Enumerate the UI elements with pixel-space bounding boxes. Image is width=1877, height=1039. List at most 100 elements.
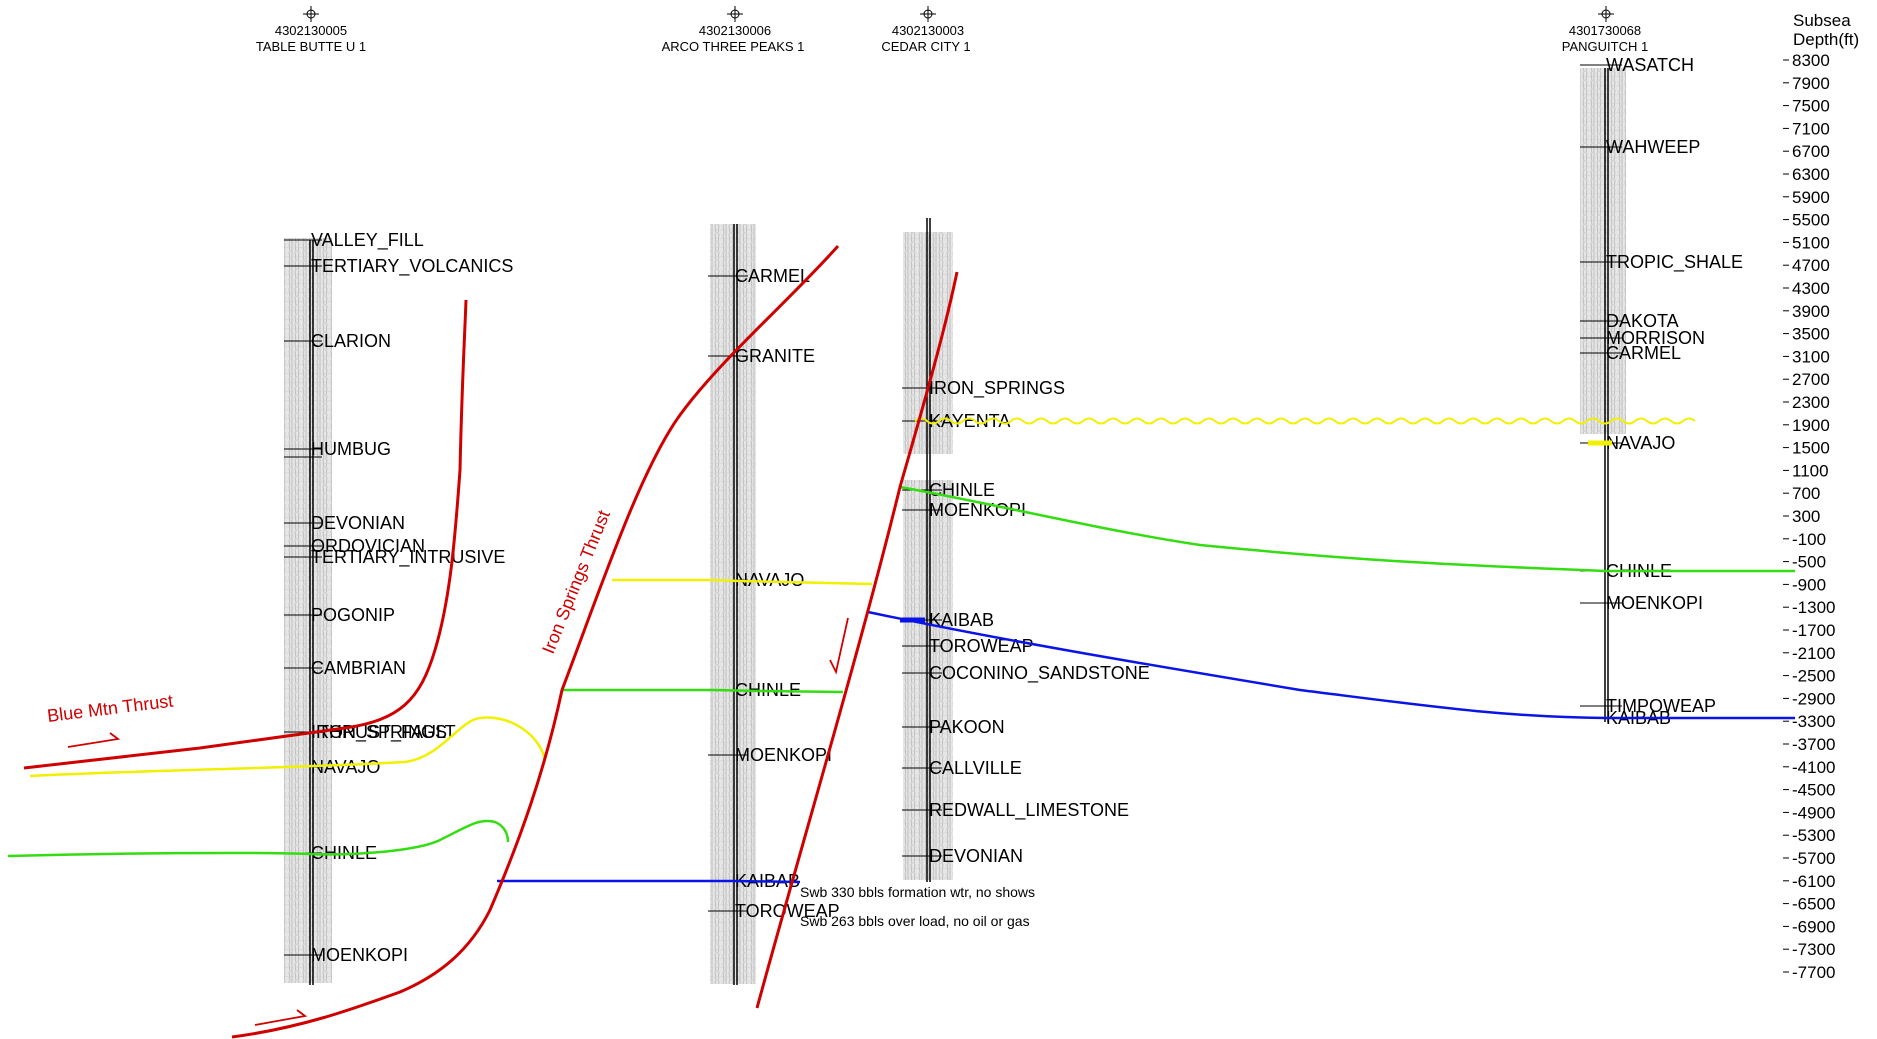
formation-top-label: NAVAJO <box>735 570 804 590</box>
well-api-number: 4302130005 <box>275 23 347 38</box>
well-api-number: 4302130003 <box>892 23 964 38</box>
formation-top-label: CALLVILLE <box>929 758 1022 778</box>
formation-top-label: TERTIARY_INTRUSIVE <box>311 547 505 568</box>
depth-tick-label: 300 <box>1792 507 1820 526</box>
depth-tick-label: -5700 <box>1792 849 1835 868</box>
depth-tick-label: -4100 <box>1792 758 1835 777</box>
formation-top-label: CAMBRIAN <box>311 658 406 678</box>
depth-tick-label: -4500 <box>1792 781 1835 800</box>
formation-top-label: CHINLE <box>311 843 377 863</box>
formation-top-label: DEVONIAN <box>929 846 1023 866</box>
depth-tick-label: 2300 <box>1792 393 1830 412</box>
formation-top-label: HUMBUG <box>311 439 391 459</box>
depth-tick-label: 6300 <box>1792 165 1830 184</box>
depth-tick-label: -7300 <box>1792 940 1835 959</box>
depth-axis-title-line1: Subsea <box>1793 11 1851 30</box>
formation-top-label: GRANITE <box>735 346 815 366</box>
depth-tick-label: 6700 <box>1792 142 1830 161</box>
normal-fault <box>755 271 959 1009</box>
formation-top-label: MORRISON <box>1606 328 1705 348</box>
log-track-arco-three-peaks <box>710 224 756 984</box>
formation-top-label: THRUST_FAULT <box>318 722 456 743</box>
depth-tick-label: -2100 <box>1792 644 1835 663</box>
chinle-horizon-right <box>899 485 1795 573</box>
well-name: PANGUITCH 1 <box>1562 39 1648 54</box>
formation-top-label: MOENKOPI <box>311 945 408 965</box>
well-symbol-icon <box>303 6 319 22</box>
formation-top-label: IRON_SPRINGS <box>929 378 1065 399</box>
well-name: TABLE BUTTE U 1 <box>256 39 366 54</box>
chinle-horizon-left <box>7 819 510 858</box>
formation-labels-panguitch: WASATCH WAHWEEP TROPIC_SHALE DAKOTA MORR… <box>1606 55 1743 728</box>
faults <box>23 245 959 1039</box>
depth-tick-label: 8300 <box>1792 51 1830 70</box>
correlation-horizons <box>7 417 1795 884</box>
depth-tick-label: 4700 <box>1792 256 1830 275</box>
formation-top-label: TOROWEAP <box>735 901 840 921</box>
well-api-number: 4301730068 <box>1569 23 1641 38</box>
formation-top-label: MOENKOPI <box>735 745 832 765</box>
depth-tick-label: 7100 <box>1792 119 1830 138</box>
swab-note-2: Swb 263 bbls over load, no oil or gas <box>800 913 1030 929</box>
formation-top-label: TOROWEAP <box>929 636 1034 656</box>
well-header-cedar-city: 4302130003 CEDAR CITY 1 <box>881 6 971 54</box>
well-header-panguitch: 4301730068 PANGUITCH 1 <box>1562 6 1648 54</box>
depth-tick-label: 1500 <box>1792 439 1830 458</box>
fault-arrows <box>67 617 849 1026</box>
formation-top-label: DEVONIAN <box>311 513 405 533</box>
depth-tick-label: 3900 <box>1792 302 1830 321</box>
well-api-number: 4302130006 <box>699 23 771 38</box>
normal-fault-arrow-icon <box>829 617 849 675</box>
formation-top-label: KAYENTA <box>929 411 1010 431</box>
depth-axis: Subsea Depth(ft) 8300 7900 7500 7100 6700 630… <box>1783 11 1859 982</box>
kaibab-horizon-right <box>867 610 1795 720</box>
depth-tick-label: 700 <box>1792 484 1820 503</box>
depth-tick-label: -6900 <box>1792 917 1835 936</box>
depth-tick-label: -4900 <box>1792 803 1835 822</box>
log-track-panguitch <box>1580 68 1626 434</box>
well-headers: 4302130005 TABLE BUTTE U 1 4302130006 AR… <box>256 6 1648 54</box>
formation-top-label: VALLEY_FILL <box>311 230 424 251</box>
depth-tick-label: -5300 <box>1792 826 1835 845</box>
thrust-arrow-icon <box>67 732 121 748</box>
depth-tick-label: 1100 <box>1792 461 1829 480</box>
formation-top-label: POGONIP <box>311 605 395 625</box>
formation-top-label: NAVAJO <box>1606 433 1675 453</box>
formation-labels-cedar-city: IRON_SPRINGS KAYENTA CHINLE MOENKOPI KAI… <box>929 378 1150 866</box>
formation-labels-table-butte: VALLEY_FILL TERTIARY_VOLCANICS CLARION H… <box>311 230 513 965</box>
depth-tick-label: 4300 <box>1792 279 1830 298</box>
formation-labels-arco: CARMEL GRANITE NAVAJO CHINLE MOENKOPI KA… <box>735 266 840 921</box>
well-symbol-icon <box>1598 6 1614 22</box>
formation-top-label: REDWALL_LIMESTONE <box>929 800 1129 821</box>
well-header-arco-three-peaks: 4302130006 ARCO THREE PEAKS 1 <box>662 6 805 54</box>
formation-top-label: MOENKOPI <box>1606 593 1703 613</box>
iron-springs-thrust-fault <box>231 245 840 1039</box>
formation-top-label: NAVAJO <box>311 757 380 777</box>
depth-tick-label: -6100 <box>1792 872 1835 891</box>
depth-tick-label: -2500 <box>1792 667 1835 686</box>
well-symbol-icon <box>727 6 743 22</box>
log-track-cedar-city-lower <box>903 480 953 880</box>
well-name: ARCO THREE PEAKS 1 <box>662 39 805 54</box>
formation-top-label: COCONINO_SANDSTONE <box>929 663 1150 684</box>
formation-top-label: CHINLE <box>929 480 995 500</box>
formation-top-label: TROPIC_SHALE <box>1606 252 1743 273</box>
depth-tick-label: 3500 <box>1792 325 1830 344</box>
depth-tick-label: -3700 <box>1792 735 1835 754</box>
kaibab-horizon-left <box>497 879 801 884</box>
formation-top-label: TERTIARY_VOLCANICS <box>311 256 513 277</box>
well-symbol-icon <box>920 6 936 22</box>
formation-top-label: TIMPOWEAP <box>1606 696 1716 716</box>
depth-tick-label: -6500 <box>1792 895 1835 914</box>
depth-ticks: 8300 7900 7500 7100 6700 6300 5900 5500 5100 4700… <box>1783 51 1835 982</box>
depth-tick-label: -100 <box>1792 530 1826 549</box>
formation-top-label: CLARION <box>311 331 391 351</box>
chinle-horizon-mid <box>562 688 844 694</box>
depth-tick-label: -3300 <box>1792 712 1835 731</box>
depth-tick-label: -1700 <box>1792 621 1835 640</box>
well-name: CEDAR CITY 1 <box>881 39 970 54</box>
formation-top-label: KAIBAB <box>929 610 994 630</box>
depth-tick-label: 2700 <box>1792 370 1830 389</box>
formation-top-label: WASATCH <box>1606 55 1694 75</box>
